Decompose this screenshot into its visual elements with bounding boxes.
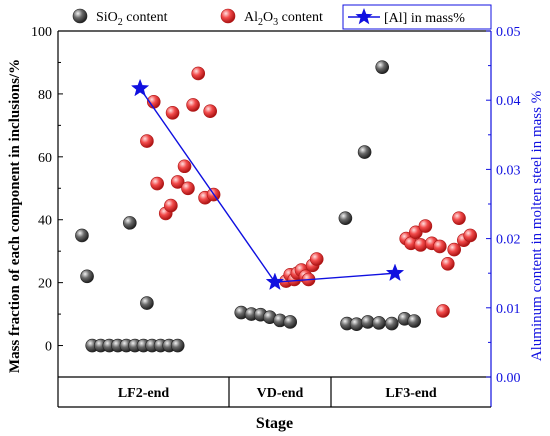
left-tick-label: 40 [38, 214, 52, 229]
sio2-point [357, 145, 372, 159]
category-label: VD-end [257, 386, 304, 401]
right-tick-label: 0.05 [496, 25, 521, 40]
al2o3-point [413, 238, 428, 252]
legend-al2o3-marker [220, 8, 236, 24]
al-content-star [130, 78, 150, 97]
right-tick-label: 0.00 [496, 371, 521, 386]
sio2-point [283, 315, 298, 329]
legend-al2o3-label: Al2O3 content [244, 10, 323, 28]
al2o3-point [436, 304, 450, 318]
legend-sio2-marker [72, 8, 88, 24]
category-label: LF2-end [118, 386, 170, 401]
legend-sio2-suffix: content [123, 10, 168, 25]
y-axis-title-right: Aluminum content in molten steel in mass… [529, 91, 545, 361]
legend: SiO2 content Al2O3 content [Al] in mass% [72, 4, 492, 30]
sio2-point [375, 60, 390, 74]
al2o3-point [140, 134, 154, 148]
sio2-point [170, 338, 185, 353]
sio2-point [80, 269, 94, 284]
legend-al2o3-text: Al [244, 10, 258, 25]
legend-sio2-subscript: 2 [118, 17, 123, 28]
right-tick-label: 0.04 [496, 94, 521, 109]
left-tick-label: 0 [45, 340, 52, 355]
legend-al-label: [Al] in mass% [384, 11, 465, 26]
left-tick-label: 60 [38, 151, 52, 166]
al-content-star [385, 263, 405, 282]
al2o3-point [177, 159, 192, 174]
sio2-series [75, 60, 422, 353]
sio2-point [349, 317, 364, 331]
sio2-point [140, 296, 154, 310]
al-content-star [265, 272, 285, 291]
al2o3-point [203, 104, 217, 119]
axis-labels: Stage Mass fraction of each component in … [7, 59, 545, 432]
legend-al2o3-mid: O [263, 10, 273, 25]
al2o3-point [186, 98, 200, 112]
left-tick-label: 80 [38, 88, 52, 103]
al2o3-point [432, 239, 447, 254]
left-tick-label: 20 [38, 277, 52, 292]
right-tick-label: 0.01 [496, 302, 521, 317]
right-tick-label: 0.03 [496, 163, 521, 178]
al2o3-point [440, 256, 455, 271]
category-label: LF3-end [385, 386, 437, 401]
sio2-point [372, 316, 386, 330]
sio2-point [75, 228, 89, 243]
legend-al2o3-suffix: content [278, 10, 323, 25]
legend-sio2-label: SiO2 content [96, 10, 168, 28]
legend-al2o3-sub2: 3 [273, 17, 278, 28]
sio2-point [384, 316, 399, 331]
axes: 0 20 40 60 80 100 0.00 0.01 0.02 0.03 0.04 0.05 LF2-… [31, 25, 521, 408]
al2o3-point [165, 105, 180, 120]
al2o3-point [418, 219, 433, 233]
sio2-point [407, 314, 422, 328]
x-axis-title: Stage [256, 415, 293, 432]
al2o3-point [447, 242, 462, 257]
y-axis-title-left: Mass fraction of each component in inclu… [7, 59, 23, 373]
al2o3-point [181, 181, 195, 196]
al2o3-point [408, 225, 423, 240]
al2o3-point [463, 228, 478, 243]
right-tick-label: 0.02 [496, 233, 521, 248]
al2o3-point [309, 252, 324, 266]
al2o3-point [170, 175, 185, 189]
left-tick-label: 100 [31, 25, 52, 40]
al2o3-point [452, 211, 466, 225]
sio2-point [338, 211, 353, 225]
al2o3-series [140, 66, 478, 318]
legend-al2o3-sub1: 2 [258, 17, 263, 28]
al2o3-point [191, 66, 206, 81]
sio2-point [123, 216, 137, 230]
plot-area [75, 60, 478, 353]
legend-al-star [355, 8, 373, 25]
al2o3-point [164, 198, 178, 213]
legend-sio2-text: SiO [96, 10, 118, 25]
al2o3-point [150, 176, 164, 191]
